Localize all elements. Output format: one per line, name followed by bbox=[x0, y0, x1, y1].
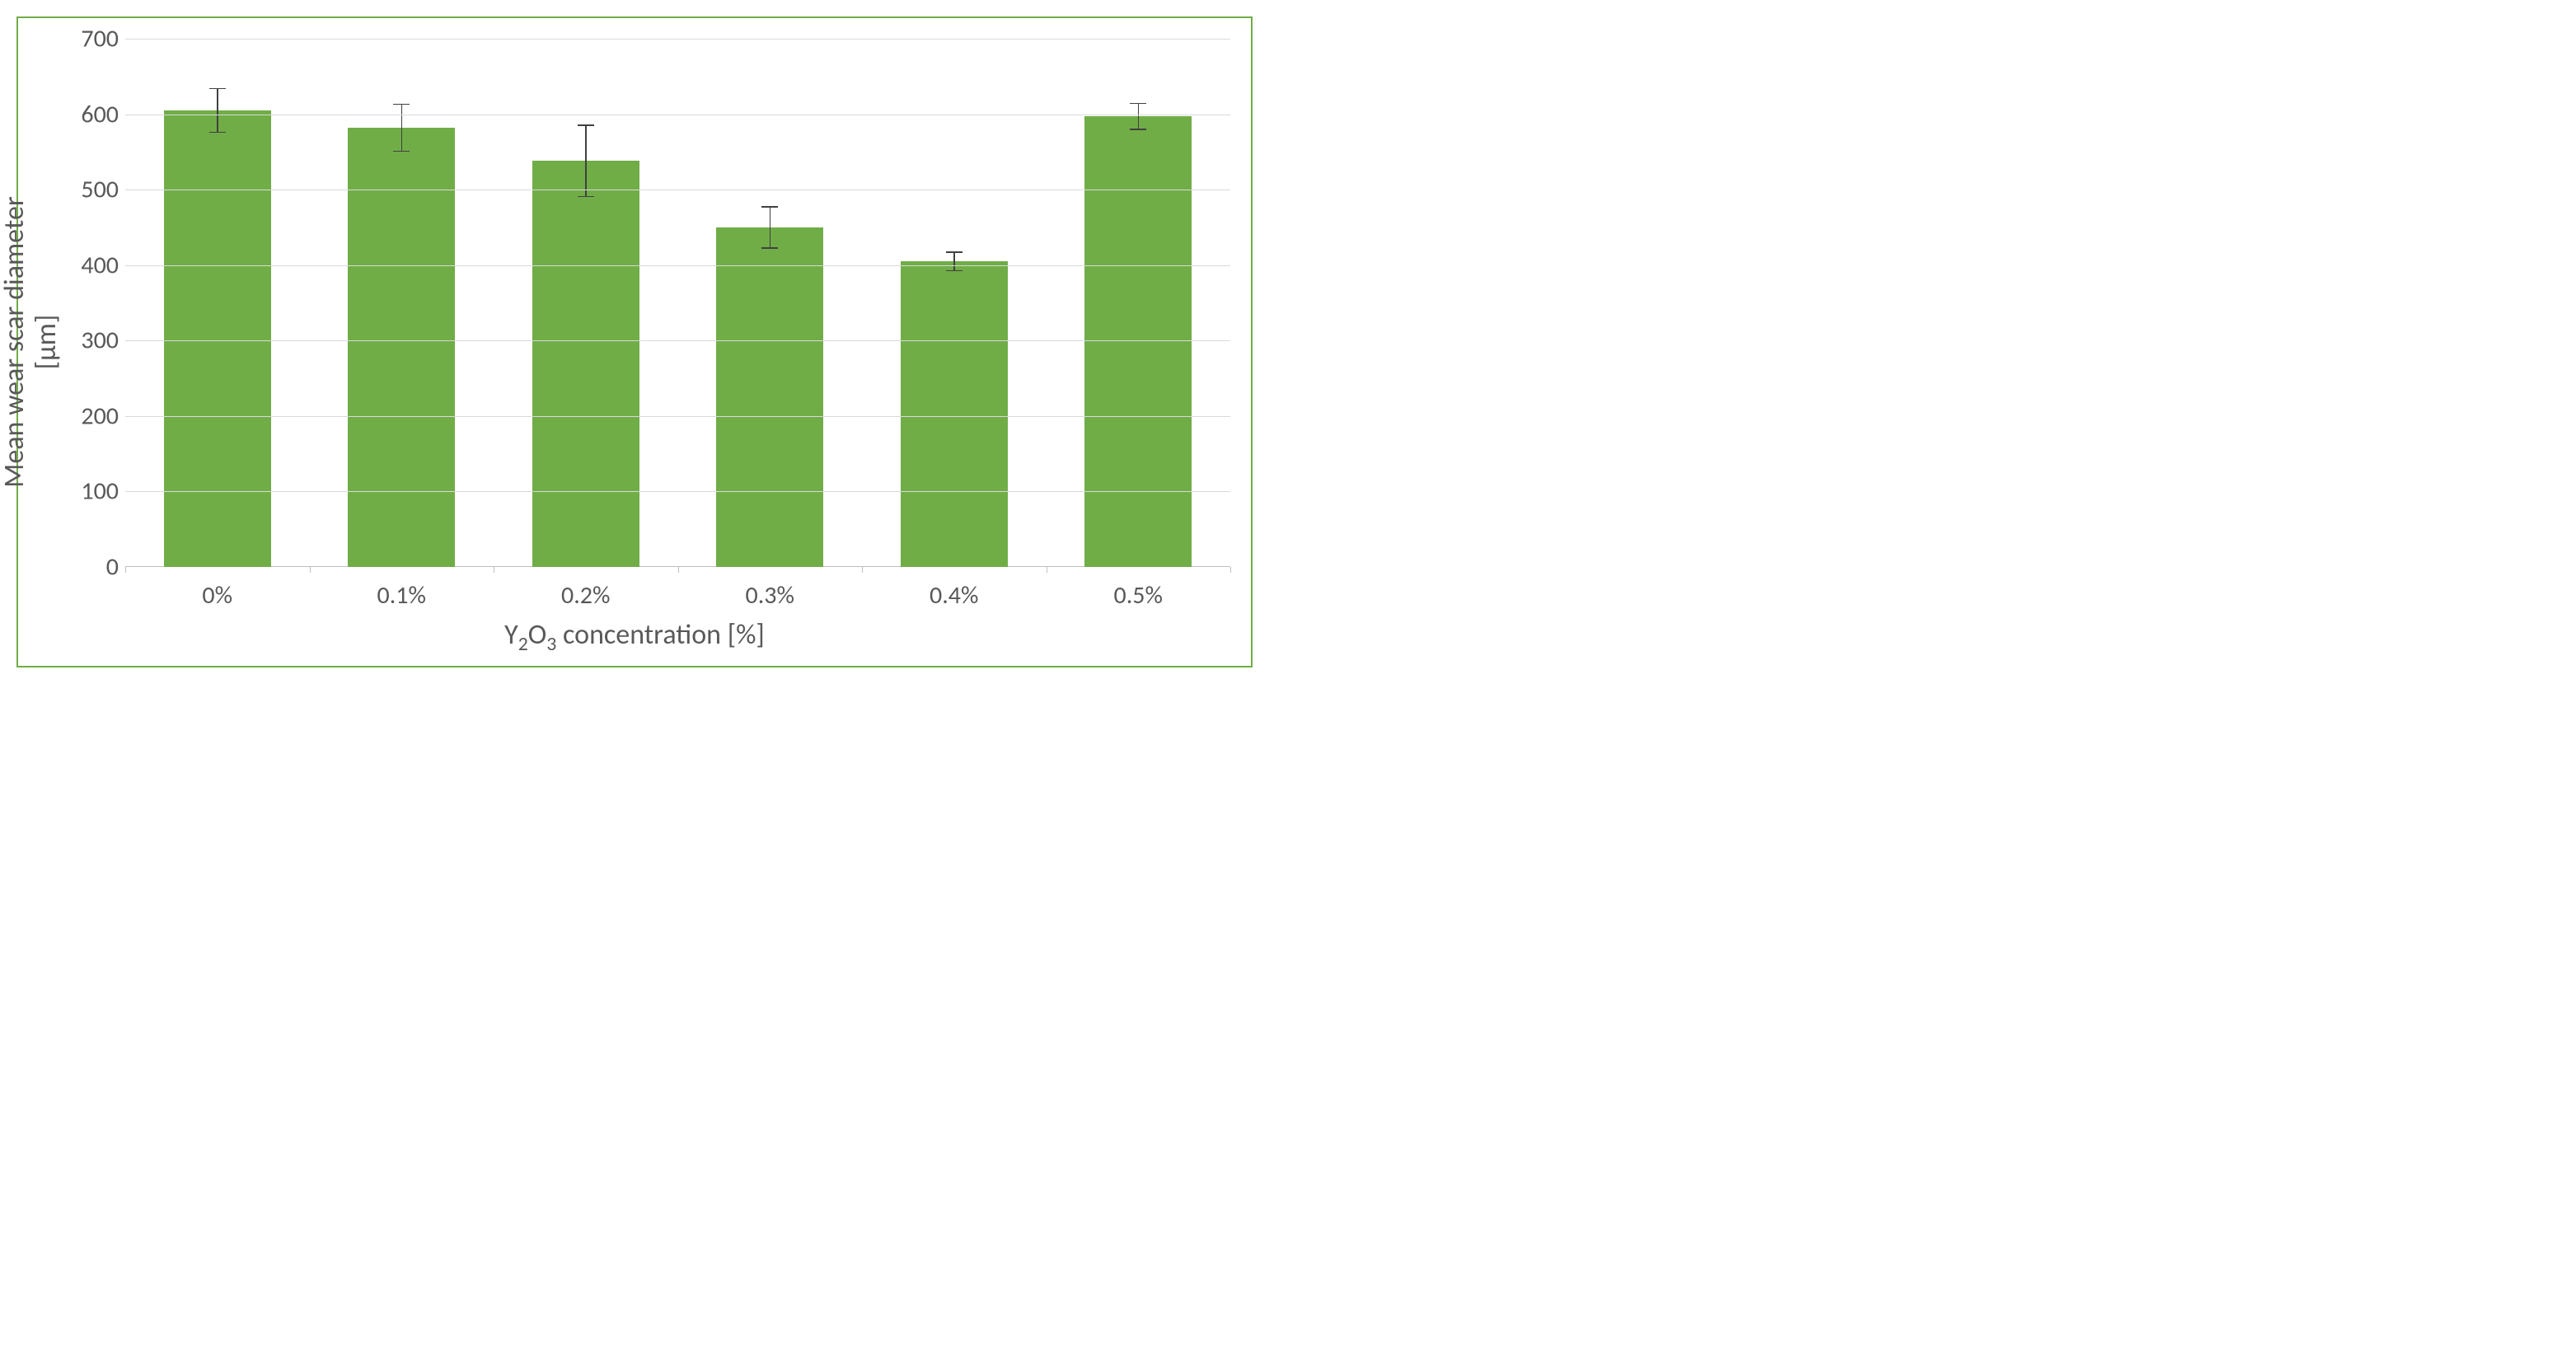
x-tick-label: 0.5% bbox=[1114, 580, 1163, 611]
y-axis-label-line2: [µm] bbox=[30, 315, 63, 370]
y-axis-label: Mean wear scar diameter [µm] bbox=[0, 196, 63, 487]
bar bbox=[532, 161, 639, 567]
gridline bbox=[125, 491, 1230, 492]
x-tick-label: 0% bbox=[202, 580, 232, 611]
x-tick-mark bbox=[125, 567, 126, 573]
x-tick-mark bbox=[862, 567, 863, 573]
x-axis-label: Y2O3 concentration [%] bbox=[504, 618, 765, 656]
x-tick-mark bbox=[1230, 567, 1231, 573]
x-tick-mark bbox=[678, 567, 679, 573]
x-tick-label: 0.2% bbox=[561, 580, 610, 611]
x-tick-label: 0.4% bbox=[930, 580, 978, 611]
bar-slot: 0.4% bbox=[862, 39, 1047, 567]
bar bbox=[716, 227, 823, 567]
y-tick-label: 600 bbox=[81, 99, 119, 129]
bar-slot: 0.1% bbox=[310, 39, 494, 567]
y-tick-label: 100 bbox=[81, 476, 119, 507]
gridline bbox=[125, 265, 1230, 266]
y-tick-label: 300 bbox=[81, 326, 119, 356]
y-tick-label: 500 bbox=[81, 175, 119, 205]
bar-slot: 0.2% bbox=[494, 39, 678, 567]
y-axis-label-line1: Mean wear scar diameter bbox=[0, 196, 31, 487]
bar bbox=[1084, 116, 1192, 567]
bar-slot: 0.3% bbox=[678, 39, 863, 567]
y-tick-label: 400 bbox=[81, 250, 119, 280]
chart-container: Mean wear scar diameter [µm] 0%0.1%0.2%0… bbox=[16, 16, 1253, 667]
plot-area: 0%0.1%0.2%0.3%0.4%0.5% 01002003004005006… bbox=[125, 39, 1230, 567]
x-tick-mark bbox=[310, 567, 311, 573]
y-tick-label: 0 bbox=[106, 552, 119, 583]
gridline bbox=[125, 416, 1230, 417]
bar bbox=[901, 261, 1008, 567]
bar-slot: 0.5% bbox=[1047, 39, 1231, 567]
gridline bbox=[125, 39, 1230, 40]
x-tick-label: 0.3% bbox=[746, 580, 794, 611]
bar-slot: 0% bbox=[125, 39, 310, 567]
y-tick-label: 700 bbox=[81, 24, 119, 54]
bars-row: 0%0.1%0.2%0.3%0.4%0.5% bbox=[125, 39, 1230, 567]
y-tick-label: 200 bbox=[81, 400, 119, 431]
gridline bbox=[125, 340, 1230, 341]
bar bbox=[348, 128, 455, 567]
x-tick-label: 0.1% bbox=[377, 580, 426, 611]
bar bbox=[164, 110, 271, 567]
